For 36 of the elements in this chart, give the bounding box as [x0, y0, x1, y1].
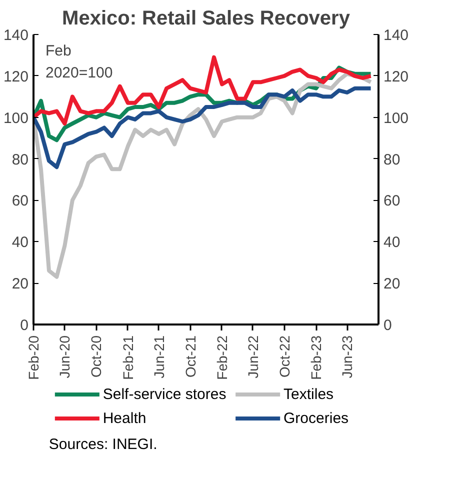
- x-tick-label: Feb-23: [308, 335, 324, 380]
- x-tick-label: Feb-20: [26, 335, 42, 380]
- y-tick-label: 120: [3, 68, 29, 86]
- x-tick-label: Jun-21: [150, 335, 167, 378]
- y-tick-label: 40: [12, 234, 29, 252]
- y2-tick-label: 120: [384, 68, 409, 86]
- y2-tick-label: 100: [384, 110, 409, 127]
- y-tick-label: 60: [12, 192, 29, 210]
- annotation: Feb 2020=100: [46, 42, 113, 82]
- x-tick-label: Jun-23: [339, 335, 356, 378]
- y2-tick-label: 60: [384, 192, 400, 210]
- x-tick-label: Oct-21: [182, 335, 198, 378]
- x-tick-label: Feb-21: [120, 335, 136, 380]
- y-tick-label: 20: [12, 276, 29, 293]
- legend-label: Health: [102, 410, 146, 427]
- x-tick-label: Oct-22: [276, 335, 292, 378]
- y-tick-label: 80: [12, 151, 29, 168]
- x-tick-label: Jun-20: [56, 335, 73, 378]
- chart-title: Mexico: Retail Sales Recovery: [62, 8, 351, 30]
- y-tick-label: 100: [3, 110, 29, 127]
- y2-tick-label: 20: [384, 276, 400, 293]
- y2-tick-label: 0: [384, 317, 392, 334]
- y2-tick-label: 40: [384, 234, 400, 252]
- legend-label: Self-service stores: [102, 386, 226, 403]
- y-tick-label: 0: [20, 317, 28, 334]
- line-series: [34, 86, 373, 170]
- y2-tick-label: 80: [384, 151, 400, 168]
- x-tick-label: Feb-22: [214, 335, 230, 380]
- source-note: Sources: INEGI.: [48, 436, 158, 453]
- y2-tick-label: 140: [384, 27, 409, 44]
- legend-label: Textiles: [284, 386, 334, 403]
- legend-label: Groceries: [284, 410, 349, 427]
- x-tick-label: Oct-20: [88, 335, 104, 378]
- y-tick-label: 140: [3, 27, 29, 44]
- x-tick-label: Jun-22: [244, 335, 261, 378]
- line-series: [34, 55, 373, 126]
